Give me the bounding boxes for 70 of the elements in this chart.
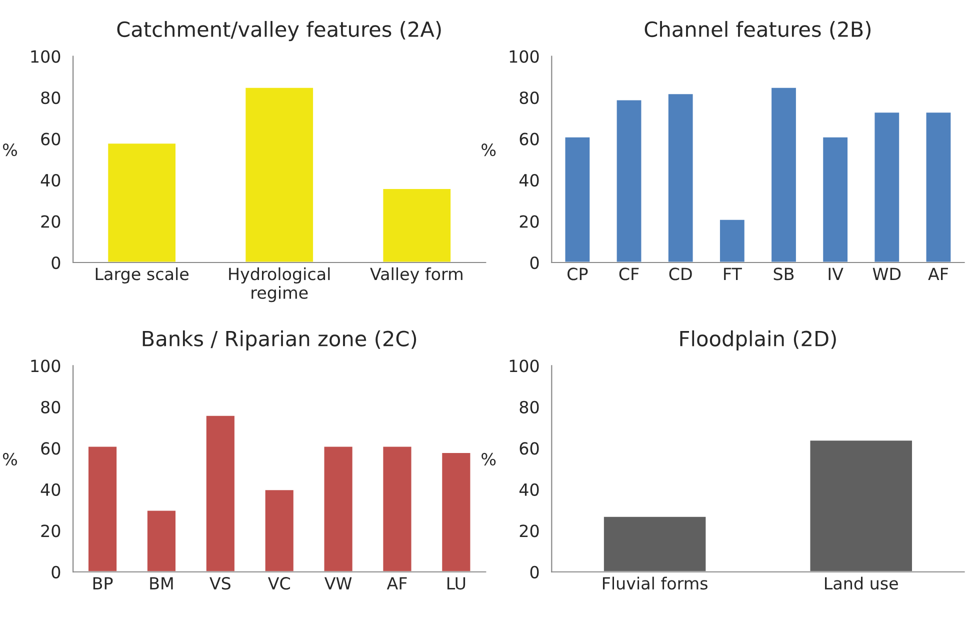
- x-tick-label: AF: [386, 577, 407, 590]
- bar: [146, 509, 177, 572]
- x-tick-label: AF: [928, 268, 948, 280]
- x-tick-label: VS: [210, 577, 230, 590]
- x-tick-label: BM: [150, 577, 173, 590]
- bar: [204, 414, 236, 572]
- y-tick-label: 20: [41, 215, 60, 228]
- y-tick-label: 100: [31, 360, 60, 372]
- y-tick-label: 100: [510, 50, 539, 63]
- y-tick-label: 60: [41, 442, 60, 455]
- y-tick-label: 40: [519, 174, 539, 187]
- y-tick-label: 0: [530, 256, 539, 270]
- y-axis-title: %: [482, 452, 496, 466]
- y-tick-label: 0: [530, 566, 539, 578]
- bar: [244, 86, 314, 262]
- y-tick-label: 80: [41, 400, 60, 414]
- x-tick-label: SB: [774, 268, 794, 280]
- x-tick-label: VC: [268, 577, 290, 590]
- y-tick-label: 20: [41, 524, 60, 538]
- y-axis-title: %: [2, 452, 17, 466]
- y-tick-label: 40: [519, 483, 539, 496]
- y-tick-label: 60: [41, 132, 60, 146]
- x-tick-label: Hydrological regime: [229, 267, 330, 302]
- bar: [382, 445, 413, 572]
- y-tick-label: 20: [520, 524, 539, 538]
- x-tick-label: CP: [568, 268, 588, 280]
- bar: [615, 98, 643, 262]
- bar: [564, 136, 592, 262]
- x-tick-label: CF: [619, 268, 639, 280]
- bar: [770, 86, 798, 262]
- y-tick-label: 80: [41, 91, 60, 104]
- x-tick-label: Large scale: [96, 267, 188, 284]
- y-tick-label: 60: [520, 442, 539, 455]
- x-tick-label: Valley form: [370, 267, 462, 284]
- bar: [322, 445, 354, 572]
- x-tick-label: Fluvial forms: [602, 576, 708, 590]
- bar: [718, 218, 746, 262]
- bar: [667, 92, 694, 262]
- y-tick-label: 20: [520, 215, 539, 228]
- chart-title: Catchment/valley features (2A): [117, 20, 441, 42]
- y-tick-label: 40: [40, 483, 60, 496]
- bar: [106, 142, 177, 262]
- x-tick-label: BP: [93, 577, 113, 590]
- bar: [382, 188, 452, 262]
- x-tick-label: Land use: [825, 576, 898, 590]
- y-tick-label: 0: [52, 566, 60, 578]
- x-tick-label: WD: [872, 268, 901, 280]
- bar: [924, 111, 952, 262]
- y-axis-title: %: [2, 144, 17, 156]
- bar: [87, 445, 118, 572]
- bar: [822, 136, 849, 262]
- bar: [873, 111, 900, 262]
- chart-title: Channel features (2B): [644, 20, 870, 40]
- y-tick-label: 60: [520, 132, 539, 146]
- y-tick-label: 80: [520, 400, 539, 414]
- y-tick-label: 0: [52, 256, 60, 270]
- y-tick-label: 80: [520, 91, 539, 104]
- y-tick-label: 100: [510, 360, 539, 372]
- bar: [440, 452, 472, 572]
- x-tick-label: LU: [447, 577, 466, 590]
- chart-title: Floodplain (2D): [680, 330, 836, 351]
- x-tick-label: IV: [828, 268, 844, 280]
- x-tick-label: FT: [724, 268, 742, 280]
- y-tick-label: 40: [40, 174, 60, 187]
- x-tick-label: CD: [669, 268, 692, 280]
- x-tick-label: VW: [324, 577, 352, 590]
- y-tick-label: 100: [31, 50, 60, 63]
- bar: [264, 488, 295, 572]
- y-axis-title: %: [482, 144, 496, 156]
- chart-title: Banks / Riparian zone (2C): [142, 330, 416, 351]
